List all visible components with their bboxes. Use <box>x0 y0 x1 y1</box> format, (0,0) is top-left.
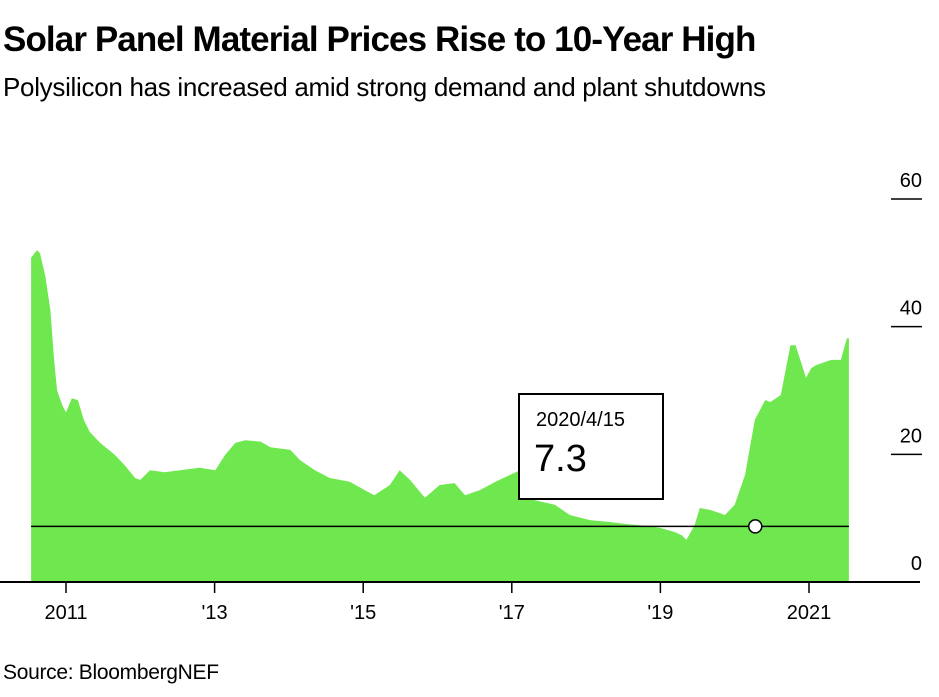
y-tick-label: 20 <box>900 425 922 447</box>
x-tick-label: 2021 <box>787 602 832 624</box>
x-tick-label: '19 <box>647 602 673 624</box>
highlight-point <box>747 519 763 534</box>
chart-subtitle: Polysilicon has increased amid strong de… <box>3 72 766 102</box>
y-tick-label: 40 <box>900 298 922 320</box>
x-tick-label: '13 <box>202 602 228 624</box>
y-tick-label: 0 <box>911 553 922 575</box>
area-series-polysilicon <box>31 250 849 582</box>
tooltip-date: 2020/4/15 <box>536 409 625 431</box>
tooltip-value: 7.3 <box>534 438 587 480</box>
x-tick-label: '15 <box>350 602 376 624</box>
chart-title: Solar Panel Material Prices Rise to 10-Y… <box>3 20 756 59</box>
tooltip: 2020/4/15 7.3 <box>518 393 664 500</box>
axis-layer: 0 20 40 60 2011 '13 '15 '17 '19 2021 <box>0 170 922 624</box>
x-tick-label: '17 <box>499 602 525 624</box>
y-tick-label: 60 <box>900 170 922 192</box>
marker-layer <box>747 519 763 534</box>
x-tick-label: 2011 <box>44 602 87 624</box>
source-note: Source: BloombergNEF <box>3 661 219 684</box>
area-layer <box>31 250 849 582</box>
